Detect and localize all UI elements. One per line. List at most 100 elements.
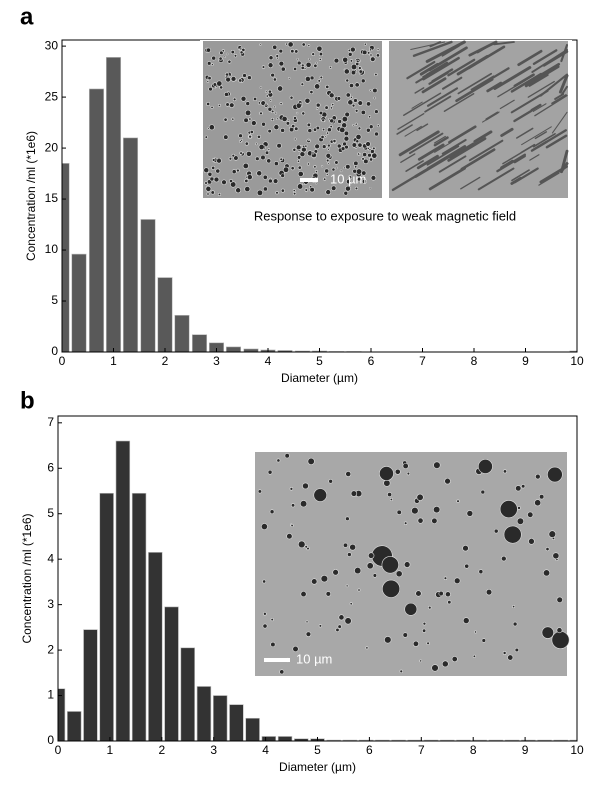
particle <box>534 499 542 507</box>
streak <box>502 143 536 165</box>
particle <box>389 498 393 501</box>
particle <box>304 144 308 148</box>
particle <box>355 139 360 144</box>
particle <box>262 186 268 192</box>
particle <box>279 102 283 106</box>
y-tick-label: 7 <box>47 415 54 429</box>
particle <box>218 56 223 61</box>
particle <box>367 153 372 158</box>
particle <box>345 164 351 170</box>
streak <box>414 152 455 178</box>
particle <box>244 109 252 116</box>
y-axis-label: Concentration /ml (*1e6) <box>20 513 34 643</box>
streak <box>421 77 447 94</box>
particle <box>556 596 563 603</box>
particle <box>307 457 315 465</box>
streak <box>473 130 493 143</box>
streak <box>438 155 467 173</box>
particle <box>354 165 358 169</box>
particle <box>289 127 295 133</box>
particle <box>261 121 266 127</box>
particle <box>527 511 534 518</box>
particle <box>353 98 358 103</box>
particle <box>274 111 278 115</box>
particle <box>543 569 551 577</box>
particle <box>273 124 280 131</box>
streak <box>532 103 547 112</box>
particle <box>297 171 304 177</box>
particle <box>316 107 319 110</box>
particle <box>343 135 350 142</box>
streak <box>468 40 498 57</box>
particle <box>251 120 257 126</box>
particle <box>350 63 358 71</box>
particle <box>300 591 307 598</box>
particle <box>366 101 372 107</box>
particle <box>361 170 367 176</box>
streak <box>521 126 552 146</box>
particle <box>431 517 438 524</box>
particle <box>264 102 268 106</box>
particle <box>264 150 270 155</box>
particle <box>233 155 239 161</box>
particle <box>422 621 427 626</box>
bar <box>157 277 173 352</box>
particle <box>329 106 333 110</box>
particle <box>210 105 214 109</box>
streak <box>447 137 487 162</box>
particle <box>257 489 262 494</box>
particle <box>433 506 441 514</box>
y-tick-label: 0 <box>47 733 54 747</box>
particle <box>350 70 357 76</box>
streak <box>441 45 460 57</box>
particle <box>290 166 295 171</box>
particle <box>325 189 331 195</box>
particle <box>354 109 359 113</box>
streak <box>538 172 560 186</box>
bar <box>131 492 147 741</box>
particle <box>369 53 373 57</box>
particle <box>320 135 325 139</box>
micrograph <box>389 41 568 198</box>
particle <box>306 122 311 127</box>
particle <box>493 528 499 534</box>
particle <box>211 158 216 162</box>
particle <box>376 124 380 128</box>
particle <box>246 151 252 157</box>
streak <box>513 109 533 123</box>
particle <box>272 77 277 82</box>
particle <box>462 544 469 552</box>
particle <box>342 141 347 147</box>
particle <box>480 489 486 495</box>
particle <box>282 166 290 173</box>
particle <box>256 189 264 196</box>
particle <box>321 144 327 149</box>
particle <box>261 523 268 531</box>
x-tick-label: 9 <box>522 354 529 368</box>
streak <box>416 154 439 170</box>
particle <box>354 186 359 191</box>
particle <box>443 576 448 580</box>
particle <box>267 106 273 112</box>
streak <box>534 94 568 117</box>
particle <box>205 186 212 192</box>
particle <box>280 66 286 72</box>
particle <box>451 656 458 663</box>
particle <box>232 97 237 102</box>
x-tick-label: 3 <box>213 354 220 368</box>
streak <box>398 130 440 157</box>
particle <box>215 168 221 174</box>
particle <box>255 156 260 161</box>
particle <box>318 57 322 61</box>
bar <box>105 57 122 352</box>
particle <box>223 55 226 58</box>
particle <box>323 177 327 181</box>
particle <box>216 157 222 164</box>
particle <box>293 137 297 141</box>
x-tick-label: 2 <box>158 743 165 757</box>
streak <box>448 125 477 144</box>
particle <box>206 192 210 196</box>
particle <box>445 591 451 598</box>
streak <box>425 40 466 63</box>
particle <box>334 160 339 165</box>
